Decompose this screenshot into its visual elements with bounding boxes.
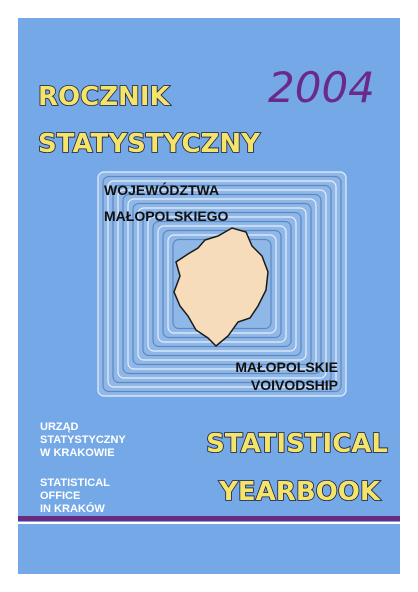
region-pl: MAŁOPOLSKIEGO bbox=[104, 208, 229, 224]
title-en: YEARBOOK bbox=[218, 477, 381, 507]
region-en: VOIVODSHIP bbox=[251, 377, 338, 393]
square-outline bbox=[142, 211, 302, 357]
stripe-light bbox=[18, 522, 400, 524]
title-pl: STATYSTYCZNY bbox=[38, 129, 261, 159]
office-en: STATISTICAL bbox=[40, 477, 110, 489]
region-map bbox=[173, 227, 269, 348]
square-outline bbox=[132, 202, 312, 366]
square-outline bbox=[107, 180, 337, 388]
stripe bbox=[18, 516, 400, 521]
square-outline bbox=[127, 198, 317, 370]
office-pl: STATYSTYCZNY bbox=[40, 434, 126, 446]
office-en: IN KRAKÓW bbox=[40, 502, 105, 515]
square-outline bbox=[112, 184, 332, 384]
office-pl: W KRAKOWIE bbox=[40, 447, 115, 459]
square-outline bbox=[152, 220, 292, 348]
office-pl: URZĄD bbox=[40, 421, 79, 433]
square-outline bbox=[102, 175, 342, 393]
region-en: MAŁOPOLSKIE bbox=[235, 359, 338, 375]
region-pl: WOJEWÓDZTWA bbox=[104, 181, 219, 198]
title-pl: ROCZNIK bbox=[38, 82, 170, 112]
office-en: OFFICE bbox=[40, 490, 80, 502]
title-en: STATISTICAL bbox=[206, 429, 388, 459]
year: 2004 bbox=[268, 63, 375, 112]
square-outline bbox=[137, 207, 307, 361]
square-outline bbox=[157, 225, 287, 343]
square-outline bbox=[122, 193, 322, 375]
square-outline bbox=[147, 216, 297, 352]
square-outline bbox=[117, 189, 327, 379]
